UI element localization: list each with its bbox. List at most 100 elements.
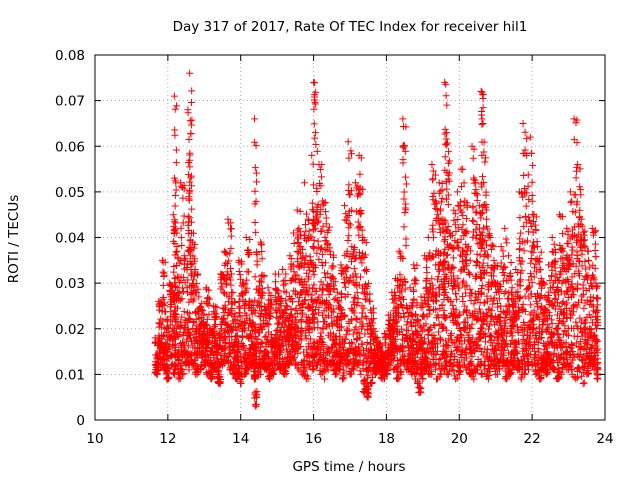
scatter-point <box>435 329 442 336</box>
scatter-point <box>184 289 191 296</box>
scatter-point <box>188 206 195 213</box>
scatter-point <box>311 135 318 142</box>
scatter-point-peak <box>479 120 486 127</box>
scatter-point <box>573 174 580 181</box>
scatter-point <box>442 126 449 133</box>
scatter-point <box>413 277 420 284</box>
scatter-point <box>522 129 529 136</box>
scatter-point <box>517 230 524 237</box>
scatter-point <box>443 102 450 109</box>
scatter-point <box>443 92 450 99</box>
scatter-point <box>356 171 363 178</box>
scatter-point <box>361 267 368 274</box>
scatter-point <box>429 176 436 183</box>
scatter-point <box>560 318 567 325</box>
scatter-point <box>401 314 408 321</box>
scatter-point <box>227 245 234 252</box>
scatter-point <box>160 282 167 289</box>
scatter-point <box>252 164 259 171</box>
scatter-point <box>173 249 180 256</box>
scatter-point <box>450 217 457 224</box>
scatter-point-peak <box>345 138 352 145</box>
scatter-point-peak <box>549 234 556 241</box>
scatter-point <box>582 265 589 272</box>
scatter-point <box>503 235 510 242</box>
scatter-point <box>351 265 358 272</box>
scatter-point <box>402 235 409 242</box>
scatter-point <box>186 163 193 170</box>
scatter-point <box>327 302 334 309</box>
scatter-point <box>362 296 369 303</box>
scatter-point-low <box>394 375 401 382</box>
scatter-point <box>181 213 188 220</box>
scatter-point <box>400 196 407 203</box>
scatter-point-low <box>339 375 346 382</box>
scatter-point <box>557 213 564 220</box>
scatter-point <box>439 180 446 187</box>
scatter-point <box>508 329 515 336</box>
scatter-point <box>430 234 437 241</box>
scatter-point <box>576 207 583 214</box>
scatter-point <box>185 213 192 220</box>
scatter-point <box>186 214 193 221</box>
scatter-point <box>574 281 581 288</box>
scatter-point <box>172 106 179 113</box>
scatter-point-low <box>237 380 244 387</box>
scatter-point <box>318 259 325 266</box>
scatter-point <box>554 325 561 332</box>
scatter-point-low <box>365 394 372 401</box>
scatter-point <box>282 270 289 277</box>
scatter-point <box>315 244 322 251</box>
scatter-point-peak <box>363 266 370 273</box>
scatter-point-low <box>445 371 452 378</box>
scatter-point <box>530 239 537 246</box>
scatter-point-peak <box>254 261 261 268</box>
scatter-point <box>364 339 371 346</box>
scatter-point <box>527 260 534 267</box>
scatter-point-peak <box>458 166 465 173</box>
scatter-point-low <box>416 389 423 396</box>
scatter-point <box>173 187 180 194</box>
scatter-point-peak <box>310 79 317 86</box>
scatter-point <box>173 159 180 166</box>
scatter-point <box>222 249 229 256</box>
scatter-point-peak <box>556 211 563 218</box>
scatter-point <box>569 247 576 254</box>
scatter-point-peak <box>312 129 319 136</box>
scatter-point <box>429 222 436 229</box>
scatter-point <box>578 293 585 300</box>
scatter-point <box>401 223 408 230</box>
scatter-point <box>330 263 337 270</box>
scatter-point <box>262 307 269 314</box>
scatter-point <box>470 218 477 225</box>
scatter-point <box>469 217 476 224</box>
scatter-point <box>459 298 466 305</box>
scatter-point <box>580 305 587 312</box>
scatter-point <box>576 315 583 322</box>
scatter-point <box>227 226 234 233</box>
scatter-point-peak <box>483 216 490 223</box>
scatter-point <box>478 210 485 217</box>
scatter-point-low <box>580 380 587 387</box>
scatter-point <box>403 242 410 249</box>
scatter-point <box>463 215 470 222</box>
scatter-point <box>477 252 484 259</box>
scatter-point <box>227 265 234 272</box>
scatter-point <box>306 227 313 234</box>
scatter-point <box>236 268 243 275</box>
scatter-point <box>172 283 179 290</box>
scatter-point <box>318 227 325 234</box>
scatter-point-peak <box>441 79 448 86</box>
scatter-point <box>523 135 530 142</box>
scatter-point <box>311 120 318 127</box>
scatter-point <box>178 234 185 241</box>
scatter-point <box>527 270 534 277</box>
scatter-point <box>404 318 411 325</box>
scatter-point <box>188 121 195 128</box>
scatter-point <box>470 176 477 183</box>
scatter-point <box>342 284 349 291</box>
scatter-point <box>529 179 536 186</box>
scatter-point <box>508 259 515 266</box>
points-layer <box>152 70 602 410</box>
